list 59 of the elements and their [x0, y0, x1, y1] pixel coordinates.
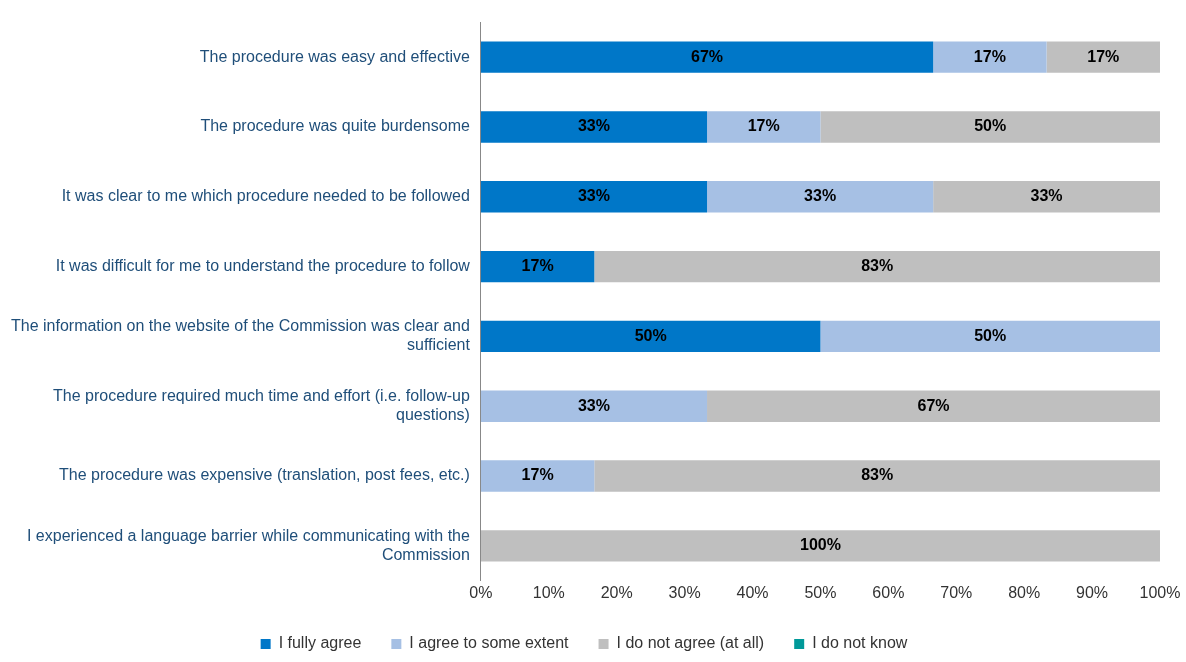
bar	[594, 250, 1160, 283]
y-tick-label: The procedure was quite burdensome	[200, 117, 470, 135]
data-label: 33%	[577, 187, 610, 205]
data-label: 50%	[634, 326, 667, 344]
legend-label: I fully agree	[278, 634, 362, 652]
y-tick-label: It was difficult for me to understand the procedure to follow	[55, 256, 471, 274]
bar	[1046, 41, 1160, 73]
y-tick-label: The information on the website of the Commission was clear and sufficient	[11, 317, 471, 354]
bar	[480, 530, 1160, 562]
y-tick-label: The procedure was easy and effective	[199, 47, 470, 65]
x-tick-label: 80%	[1008, 583, 1041, 601]
y-tick-label: I experienced a language barrier while communicating with the Commission	[26, 526, 470, 563]
x-tick-label: 10%	[532, 583, 565, 601]
x-tick-label: 40%	[736, 583, 769, 601]
y-tick-label: It was clear to me which procedure needed to be followed	[61, 187, 470, 205]
data-label: 67%	[691, 47, 724, 65]
bar	[707, 181, 934, 213]
data-label: 17%	[521, 256, 554, 274]
x-tick-label: 0%	[469, 583, 493, 601]
bar	[820, 111, 1160, 143]
data-label: 83%	[861, 256, 894, 274]
data-label: 17%	[1087, 47, 1120, 65]
data-label: 17%	[521, 466, 554, 484]
bar	[480, 41, 934, 73]
x-tick-label: 70%	[940, 583, 973, 601]
data-label: 50%	[974, 326, 1007, 344]
data-label: 33%	[577, 396, 610, 414]
x-tick-label: 30%	[668, 583, 701, 601]
data-label: 83%	[861, 466, 894, 484]
bar	[480, 390, 708, 422]
bar	[480, 460, 595, 492]
bar	[480, 320, 821, 353]
legend-label: I agree to some extent	[409, 634, 570, 652]
data-label: 33%	[1030, 187, 1063, 205]
bar	[820, 320, 1160, 353]
y-tick-label: The procedure required much time and effort (i.e. follow-up questions)	[53, 387, 470, 424]
data-label: 100%	[799, 536, 841, 554]
data-label: 33%	[804, 187, 837, 205]
bar	[480, 111, 708, 143]
bar	[707, 111, 821, 143]
data-label: 17%	[973, 47, 1006, 65]
bar	[933, 41, 1047, 73]
data-label: 17%	[747, 117, 780, 135]
bar	[480, 250, 595, 283]
bar	[707, 390, 1160, 422]
data-label: 67%	[917, 396, 950, 414]
bar	[594, 460, 1160, 492]
legend-label: I do not know	[812, 634, 908, 652]
data-label: 33%	[577, 117, 610, 135]
bar	[933, 181, 1160, 213]
data-label: 50%	[974, 117, 1007, 135]
bar	[480, 181, 708, 213]
legend-label: I do not agree (at all)	[616, 634, 765, 652]
x-tick-label: 50%	[804, 583, 837, 601]
x-tick-label: 60%	[872, 583, 905, 601]
x-tick-label: 20%	[600, 583, 633, 601]
y-tick-label: The procedure was expensive (translation, post fees, etc.)	[59, 466, 470, 484]
x-tick-label: 100%	[1139, 583, 1181, 601]
x-tick-label: 90%	[1076, 583, 1109, 601]
